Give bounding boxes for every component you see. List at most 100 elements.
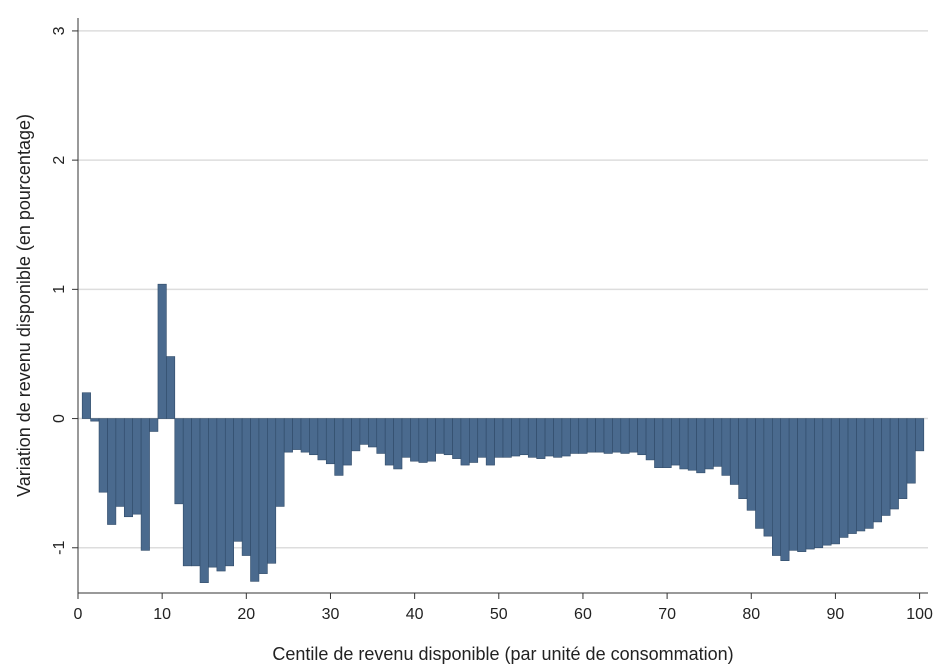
bar-centile-56: [544, 418, 554, 457]
bar-centile-92: [847, 418, 857, 534]
bar-centile-8: [140, 418, 150, 551]
bar-centile-53: [519, 418, 529, 456]
bar-centile-52: [511, 418, 521, 457]
bars: [81, 283, 925, 583]
bar-centile-93: [856, 418, 866, 532]
bar-centile-16: [208, 418, 218, 568]
bar-centile-19: [233, 418, 243, 542]
bar-centile-63: [603, 418, 613, 454]
bar-centile-35: [368, 418, 378, 448]
bar-centile-30: [325, 418, 335, 465]
bar-centile-38: [393, 418, 403, 470]
bar-centile-7: [132, 418, 142, 515]
bar-centile-57: [553, 418, 563, 458]
bar-centile-15: [199, 418, 209, 583]
bar-centile-51: [502, 418, 512, 458]
bar-centile-42: [426, 418, 436, 462]
bar-centile-100: [915, 418, 925, 452]
bar-centile-13: [182, 418, 192, 567]
bar-centile-18: [224, 418, 234, 567]
x-tick-label: 100: [906, 606, 933, 623]
bar-centile-96: [881, 418, 891, 516]
bar-centile-70: [662, 418, 672, 468]
bar-centile-50: [494, 418, 504, 458]
bar-centile-82: [763, 418, 773, 537]
bar-centile-34: [359, 418, 369, 445]
bar-centile-78: [729, 418, 739, 485]
bar-centile-86: [797, 418, 807, 552]
bar-centile-43: [435, 418, 445, 454]
bar-centile-5: [115, 418, 125, 507]
bar-centile-48: [477, 418, 487, 458]
bar-centile-36: [376, 418, 386, 454]
bar-centile-39: [401, 418, 411, 458]
y-tick-label: 1: [51, 285, 68, 294]
bar-centile-26: [292, 418, 302, 450]
y-tick-label: 3: [51, 26, 68, 35]
bar-centile-90: [830, 418, 840, 545]
bar-centile-83: [772, 418, 782, 556]
bar-centile-10: [157, 283, 167, 419]
bar-centile-88: [814, 418, 824, 549]
axes: [77, 18, 928, 594]
bar-centile-2: [90, 418, 100, 422]
bar-centile-89: [822, 418, 832, 546]
bar-centile-75: [704, 418, 714, 470]
bar-centile-62: [595, 418, 605, 453]
x-tick-label: 30: [322, 606, 340, 623]
bar-centile-98: [898, 418, 908, 499]
bar-centile-73: [687, 418, 697, 471]
bar-centile-25: [283, 418, 293, 453]
bar-centile-60: [578, 418, 588, 454]
bar-centile-65: [620, 418, 630, 454]
bar-centile-61: [586, 418, 596, 453]
bar-centile-32: [342, 418, 352, 466]
y-tick-label: 2: [51, 156, 68, 165]
bar-centile-95: [872, 418, 883, 523]
x-tick-label: 60: [574, 606, 592, 623]
bar-centile-59: [570, 418, 580, 454]
x-tick-label: 20: [237, 606, 255, 623]
x-tick-label: 70: [658, 606, 676, 623]
bar-centile-40: [410, 418, 420, 462]
y-tick-label: -1: [51, 541, 68, 555]
x-tick-label: 10: [153, 606, 171, 623]
x-tick-label: 0: [74, 606, 83, 623]
bar-centile-49: [485, 418, 495, 466]
bar-centile-21: [250, 418, 260, 582]
bar-centile-24: [275, 418, 285, 507]
x-tick-label: 50: [490, 606, 508, 623]
bar-centile-29: [317, 418, 327, 461]
bar-centile-91: [839, 418, 849, 538]
bar-centile-28: [309, 418, 319, 456]
bar-centile-64: [612, 418, 622, 453]
bar-centile-79: [738, 418, 748, 499]
bar-centile-45: [452, 418, 462, 459]
bar-centile-66: [628, 418, 638, 453]
bar-centile-31: [334, 418, 344, 476]
bar-centile-46: [460, 418, 470, 466]
bar-centile-58: [561, 418, 571, 457]
bar-centile-11: [166, 356, 176, 419]
bar-centile-74: [696, 418, 706, 474]
bar-centile-72: [679, 418, 689, 470]
bar-centile-77: [721, 418, 731, 476]
bar-centile-54: [527, 418, 537, 458]
bar-centile-33: [351, 418, 361, 452]
bar-centile-71: [671, 418, 681, 466]
bar-centile-68: [645, 418, 655, 461]
bar-centile-80: [746, 418, 756, 511]
bar-centile-44: [443, 418, 453, 456]
y-axis-title: Variation de revenu disponible (en pourc…: [14, 114, 34, 497]
x-tick-label: 80: [742, 606, 760, 623]
bar-centile-22: [258, 418, 268, 574]
bar-centile-47: [469, 418, 479, 463]
bar-centile-99: [906, 418, 916, 484]
bar-centile-20: [241, 418, 251, 556]
bar-centile-3: [98, 418, 108, 493]
bar-centile-23: [267, 418, 277, 564]
bar-centile-55: [536, 418, 546, 459]
